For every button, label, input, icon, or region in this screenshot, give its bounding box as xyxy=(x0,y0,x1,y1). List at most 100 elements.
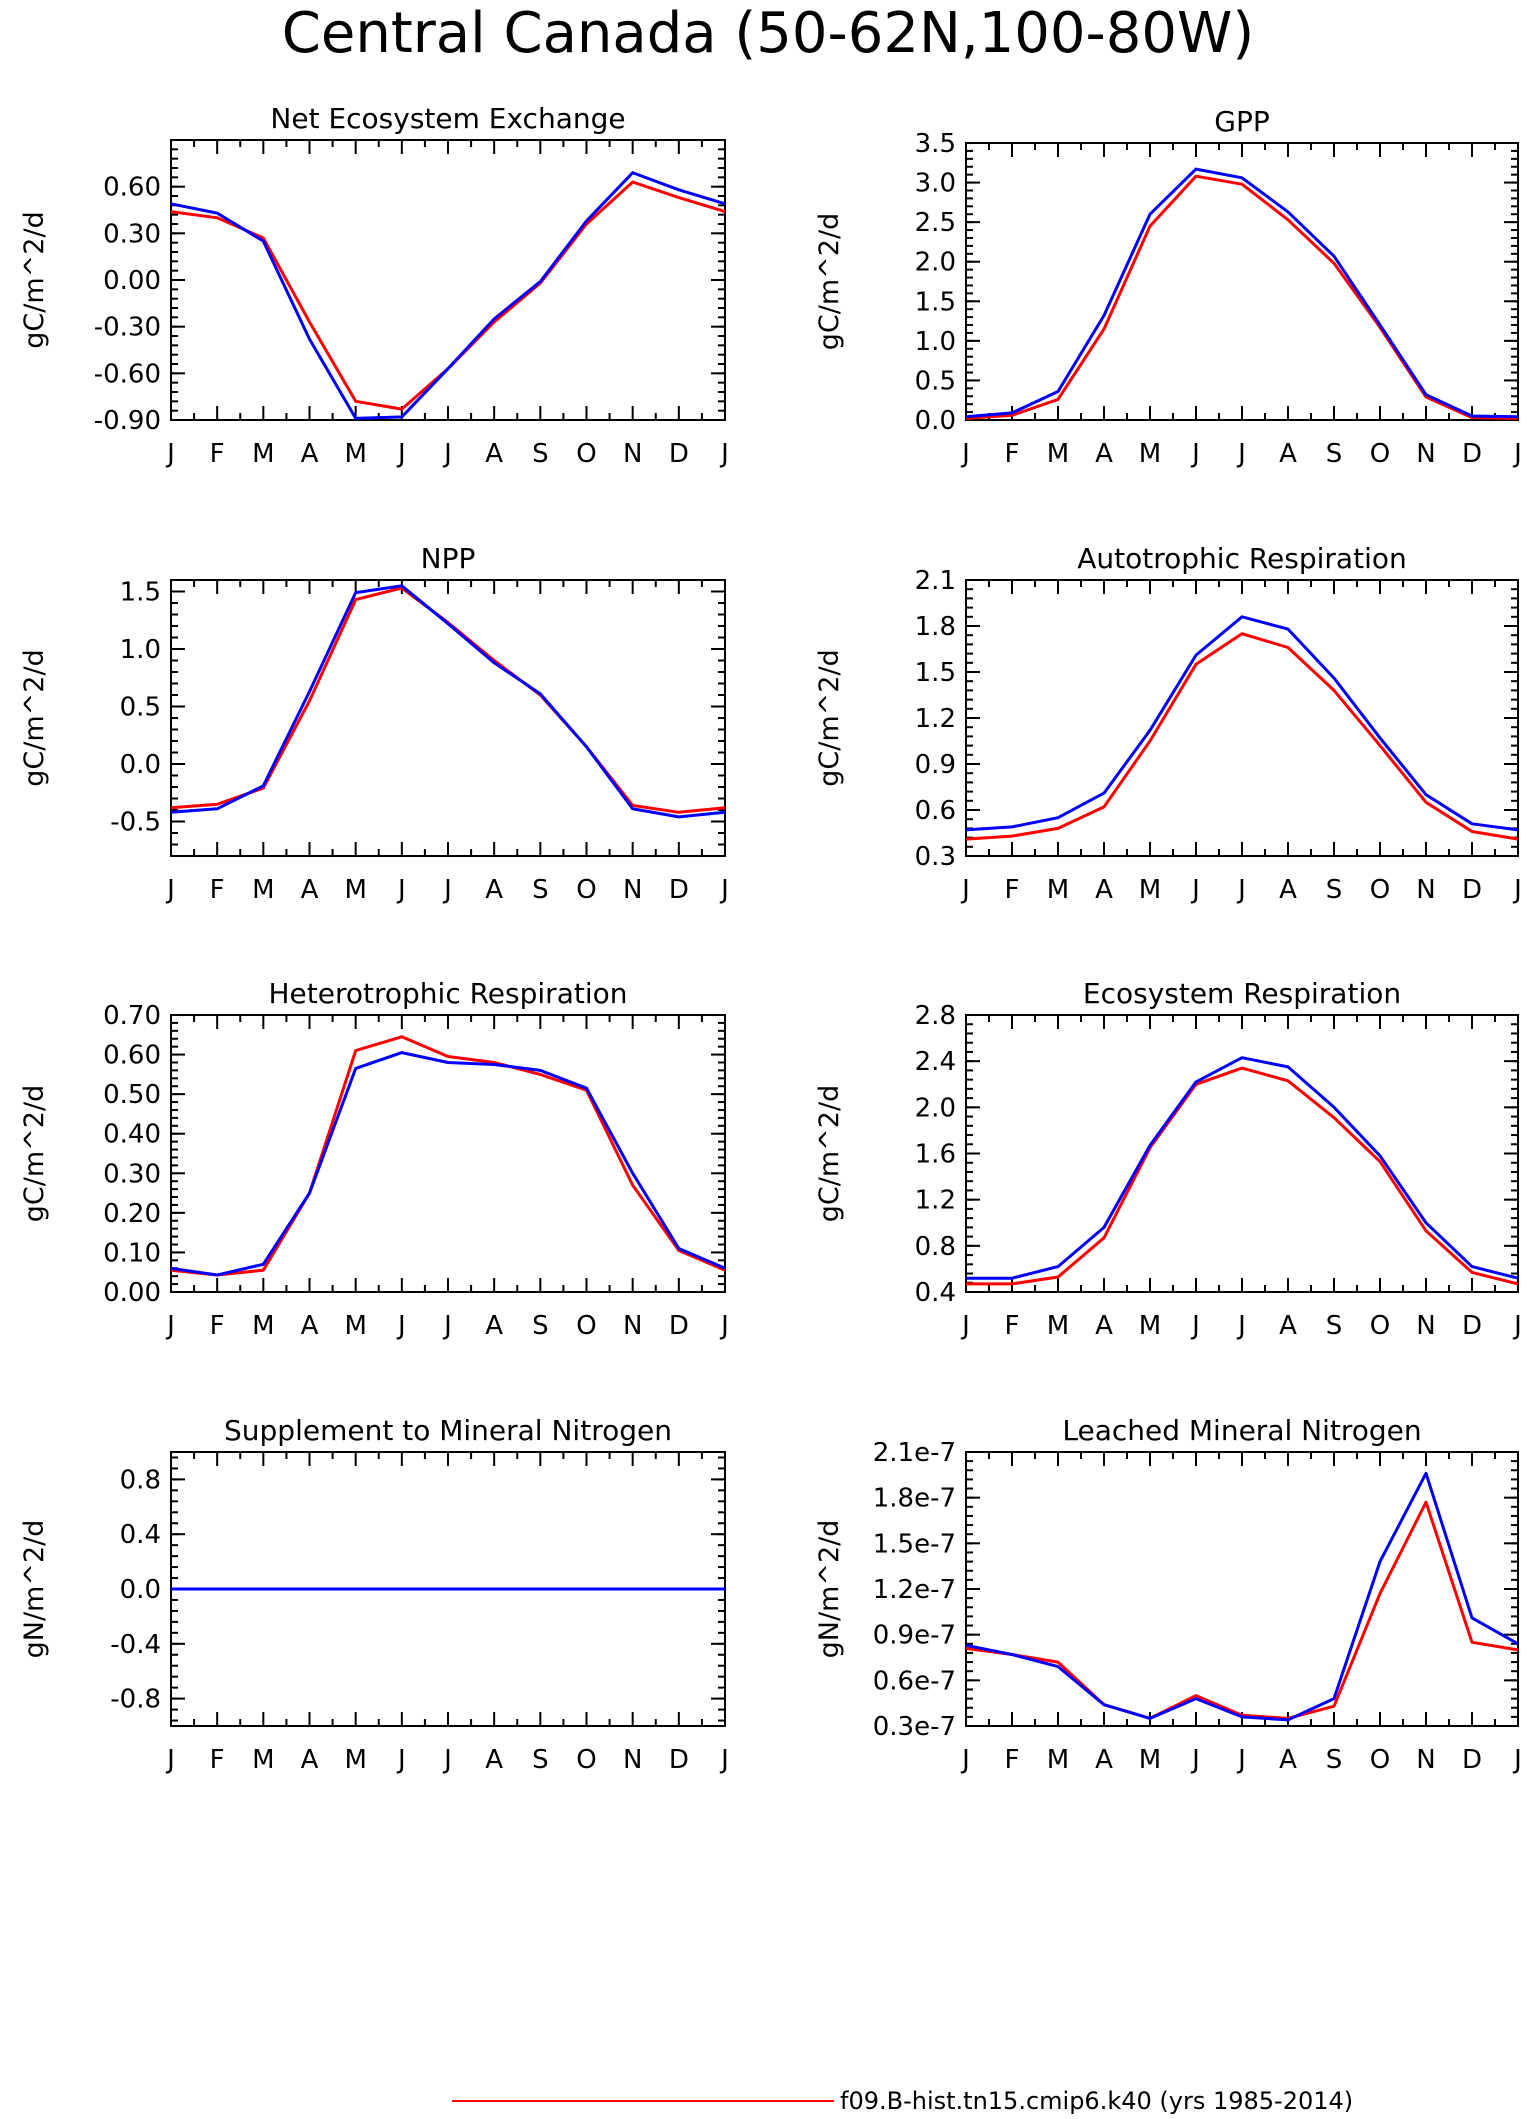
x-tick-label: M xyxy=(1139,439,1161,469)
x-tick-label: N xyxy=(623,875,642,905)
x-tick-label: A xyxy=(1095,439,1113,469)
y-tick-label: 1.0 xyxy=(120,635,161,665)
y-tick-label: 0.4 xyxy=(120,1520,161,1550)
x-tick-label: O xyxy=(576,1745,596,1775)
series-line xyxy=(170,1035,726,1277)
x-tick-label: M xyxy=(344,439,366,469)
x-tick-label: J xyxy=(719,439,729,469)
x-tick-label: J xyxy=(719,1745,729,1775)
y-tick-label: 2.5 xyxy=(915,208,956,238)
x-tick-label: F xyxy=(1005,439,1020,469)
x-tick-label: J xyxy=(1236,875,1246,905)
x-tick-label: M xyxy=(1139,1745,1161,1775)
chart-title: Ecosystem Respiration xyxy=(1083,977,1401,1010)
x-tick-label: D xyxy=(1462,1311,1482,1341)
y-tick-label: 0.0 xyxy=(120,750,161,780)
x-tick-label: J xyxy=(1190,1311,1200,1341)
y-tick-label: 1.8e-7 xyxy=(873,1484,956,1514)
x-tick-label: J xyxy=(960,1745,970,1775)
chart-title: Heterotrophic Respiration xyxy=(269,977,628,1010)
y-tick-label: 0.6e-7 xyxy=(873,1666,956,1696)
chart-title: Autotrophic Respiration xyxy=(1077,542,1406,575)
y-axis-label: gC/m^2/d xyxy=(19,1085,50,1222)
chart-title: NPP xyxy=(421,542,476,575)
y-tick-label: 0.8 xyxy=(915,1232,956,1262)
y-tick-label: 0.4 xyxy=(915,1278,956,1308)
x-tick-label: D xyxy=(669,875,689,905)
x-tick-label: D xyxy=(1462,875,1482,905)
series-line xyxy=(170,584,726,819)
x-tick-label: J xyxy=(1512,439,1522,469)
y-tick-label: 2.8 xyxy=(915,1001,956,1031)
x-tick-label: J xyxy=(1512,1311,1522,1341)
x-tick-label: S xyxy=(532,1745,549,1775)
x-tick-label: M xyxy=(252,875,274,905)
x-tick-label: M xyxy=(252,1311,274,1341)
x-tick-label: F xyxy=(1005,1745,1020,1775)
x-tick-label: F xyxy=(1005,875,1020,905)
x-tick-label: O xyxy=(1370,875,1390,905)
x-tick-label: N xyxy=(623,1745,642,1775)
x-tick-label: J xyxy=(165,439,175,469)
x-tick-label: M xyxy=(1047,1311,1069,1341)
x-tick-label: A xyxy=(1095,1311,1113,1341)
legend-label: f09.B-hist.tn15.cmip6.k40 (yrs 1985-2014… xyxy=(840,2087,1353,2115)
page-title: Central Canada (50-62N,100-80W) xyxy=(282,1,1254,66)
y-tick-label: 3.5 xyxy=(915,129,956,159)
y-tick-label: 1.2 xyxy=(915,704,956,734)
y-tick-label: -0.4 xyxy=(110,1630,161,1660)
x-tick-label: F xyxy=(210,1745,225,1775)
y-tick-label: 0.5 xyxy=(120,693,161,723)
y-tick-label: 0.50 xyxy=(103,1080,161,1110)
x-tick-label: J xyxy=(719,875,729,905)
chart-title: Supplement to Mineral Nitrogen xyxy=(224,1414,672,1447)
series-line xyxy=(966,1056,1519,1280)
x-tick-label: A xyxy=(1095,1745,1113,1775)
y-tick-label: 1.5e-7 xyxy=(873,1529,956,1559)
x-tick-label: J xyxy=(442,439,452,469)
x-tick-label: M xyxy=(252,1745,274,1775)
x-tick-label: N xyxy=(623,1311,642,1341)
x-tick-label: J xyxy=(442,875,452,905)
x-tick-label: J xyxy=(1512,875,1522,905)
series-line xyxy=(170,1051,726,1277)
y-tick-label: 0.0 xyxy=(120,1575,161,1605)
x-tick-label: J xyxy=(719,1311,729,1341)
chart-title: GPP xyxy=(1214,105,1269,138)
x-tick-label: M xyxy=(1139,1311,1161,1341)
y-axis-label: gC/m^2/d xyxy=(19,211,50,348)
x-tick-label: S xyxy=(1326,875,1343,905)
x-tick-label: J xyxy=(1190,1745,1200,1775)
y-axis-label: gC/m^2/d xyxy=(814,1085,845,1222)
x-tick-label: F xyxy=(210,439,225,469)
x-tick-label: J xyxy=(396,875,406,905)
x-tick-label: N xyxy=(1416,1311,1435,1341)
x-tick-label: A xyxy=(1279,1745,1297,1775)
x-tick-label: J xyxy=(1190,875,1200,905)
x-tick-label: J xyxy=(165,1311,175,1341)
x-tick-label: F xyxy=(1005,1311,1020,1341)
x-tick-label: N xyxy=(1416,439,1435,469)
x-tick-label: O xyxy=(1370,439,1390,469)
y-tick-label: 0.3e-7 xyxy=(873,1712,956,1742)
x-tick-label: M xyxy=(344,1745,366,1775)
y-tick-label: 0.9e-7 xyxy=(873,1621,956,1651)
y-tick-label: 0.10 xyxy=(103,1238,161,1268)
y-tick-label: 0.5 xyxy=(915,366,956,396)
y-tick-label: 0.60 xyxy=(103,1041,161,1071)
x-tick-label: F xyxy=(210,1311,225,1341)
x-tick-label: O xyxy=(576,1311,596,1341)
series-line xyxy=(965,174,1519,420)
y-tick-label: 2.1e-7 xyxy=(873,1438,956,1468)
y-axis-label: gN/m^2/d xyxy=(19,1520,50,1659)
y-tick-label: 1.2 xyxy=(915,1186,956,1216)
y-tick-label: 1.2e-7 xyxy=(873,1575,956,1605)
x-tick-label: M xyxy=(252,439,274,469)
